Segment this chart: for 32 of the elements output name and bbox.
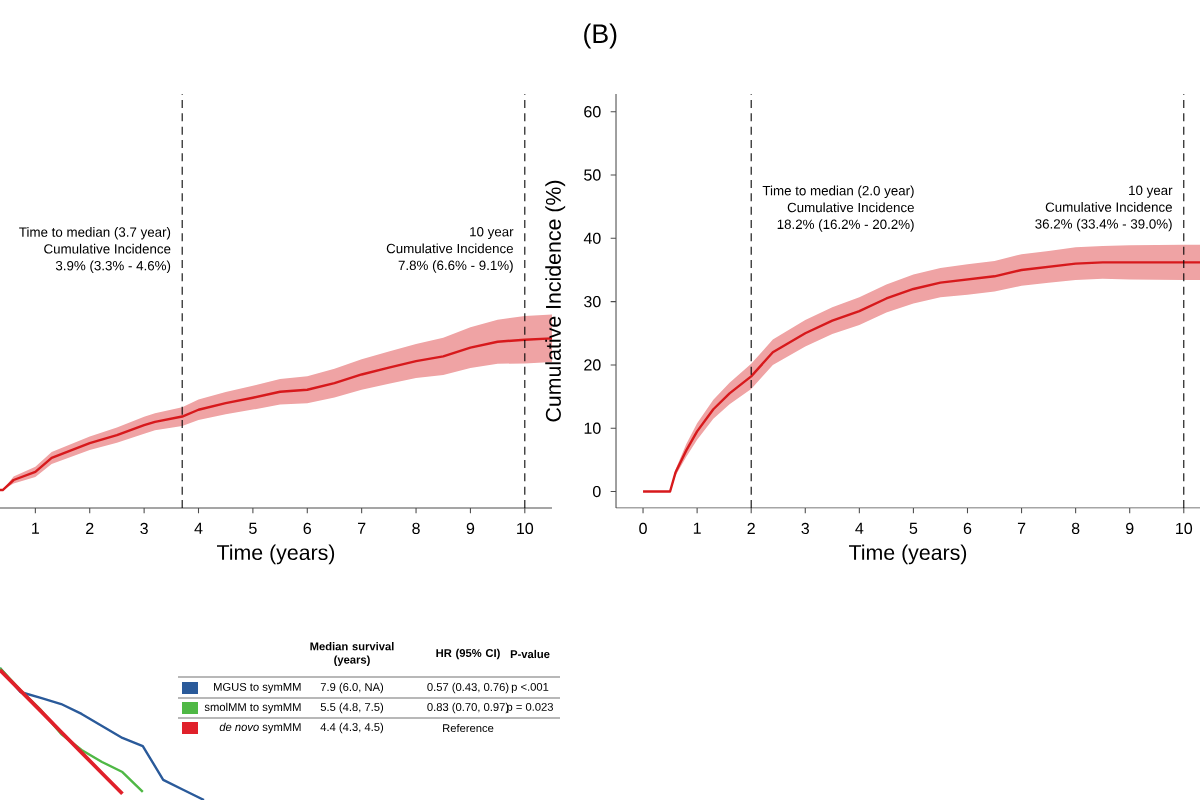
x-tick-label: 4 [855, 522, 864, 534]
x-tick-label: 7 [358, 522, 366, 534]
x-tick-label: 0 [639, 522, 647, 535]
x-tick-label: 8 [412, 522, 420, 535]
y-tick-label: 0 [592, 485, 601, 498]
x-tick-label: 8 [1071, 522, 1080, 535]
x-tick-label: 3 [801, 522, 810, 535]
x-tick-label: 6 [303, 522, 312, 535]
y-tick-label: 30 [584, 295, 601, 308]
x-axis-title: Time (years) [217, 544, 335, 565]
x-tick-label: 10 [517, 522, 534, 535]
x-tick-label: 9 [1126, 522, 1134, 535]
x-tick-label: 1 [32, 522, 40, 534]
y-tick-label: 10 [584, 422, 601, 434]
y-tick-label: 20 [584, 359, 601, 371]
x-axis-title: Time (years) [849, 544, 967, 565]
y-tick-label: 60 [584, 106, 601, 118]
chart-title: (B) [584, 23, 617, 49]
x-tick-label: 6 [963, 522, 972, 535]
x-tick-label: 10 [1176, 522, 1193, 535]
y-axis-title: Cumulative Incidence (%) [545, 180, 566, 422]
x-tick-label: 3 [140, 522, 148, 535]
y-tick-label: 50 [584, 169, 601, 181]
x-tick-label: 4 [194, 522, 203, 534]
y-tick-label: 40 [583, 232, 601, 245]
x-tick-label: 2 [747, 522, 755, 534]
x-tick-label: 7 [1017, 522, 1026, 534]
x-tick-label: 5 [909, 522, 918, 534]
x-tick-label: 9 [466, 522, 475, 535]
x-tick-label: 5 [249, 522, 257, 534]
x-tick-label: 1 [693, 522, 701, 534]
x-tick-label: 2 [86, 522, 94, 534]
